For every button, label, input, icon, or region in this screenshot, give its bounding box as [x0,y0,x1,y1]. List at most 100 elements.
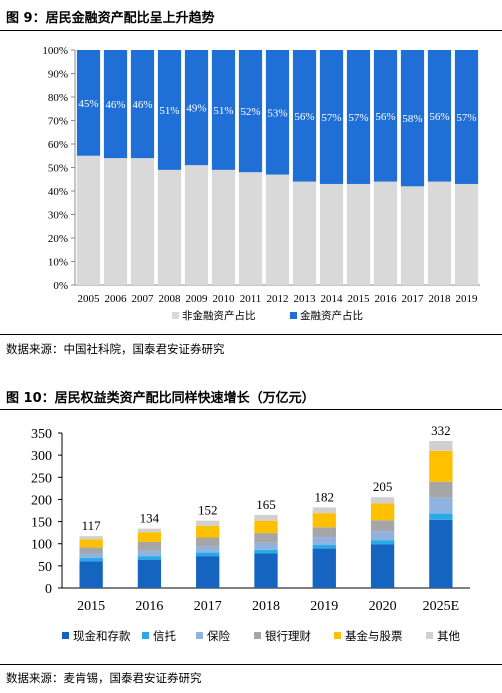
cash-deposits-segment [312,548,336,588]
non-financial-share-bar [427,181,452,285]
y-tick-label: 20% [48,233,68,245]
y-tick-label: 100% [42,45,68,57]
trust-segment [137,556,162,560]
legend-label-non-financial: 非金融资产占比 [182,309,256,322]
financial-share-data-label: 46% [105,99,125,111]
y-tick-label: 250 [31,471,52,486]
non-financial-share-bar [292,181,317,285]
financial-share-bar [319,50,344,184]
funds-stocks-segment [429,450,453,482]
x-tick-label: 2017 [402,293,425,305]
non-financial-share-bar [130,158,155,285]
x-tick-label: 2019 [310,599,338,614]
y-tick-label: 50% [48,163,68,175]
financial-share-data-label: 45% [78,98,98,110]
funds-stocks-segment [254,520,278,534]
other-segment [429,440,453,451]
x-tick-label: 2016 [135,599,163,614]
x-tick-label: 2019 [456,293,479,305]
chart-2: 0 50 100 150 200 250 300 350 117 2015 134 2016 152 20… [31,423,470,643]
y-tick-label: 350 [31,427,52,442]
y-tick-label: 100 [31,538,52,553]
financial-share-bar [103,50,128,159]
cash-deposits-segment [370,544,395,588]
legend-bank-wealth-mgmt-swatch [254,632,261,639]
x-tick-label: 2005 [78,293,101,305]
legend-cash-deposits-label: 现金和存款 [73,629,131,643]
financial-share-data-label: 52% [240,106,260,118]
non-financial-share-bar [103,158,128,285]
x-tick-label: 2013 [294,293,317,305]
financial-share-data-label: 46% [132,99,152,111]
legend-funds-stocks-swatch [334,632,341,639]
x-tick-label: 2020 [369,599,397,614]
non-financial-share-bar [454,183,479,285]
y-tick-label: 90% [48,69,68,81]
trust-segment [79,557,103,562]
financial-share-data-label: 56% [294,111,314,123]
financial-share-bar [454,50,479,184]
insurance-segment [370,531,395,541]
figure-2-source: 数据来源：麦肯锡，国泰君安证券研究 [6,671,202,685]
trust-segment [196,552,220,557]
x-tick-label: 2009 [186,293,209,305]
figure-2-title-rule [0,409,502,410]
insurance-segment [137,550,162,557]
legend-bank-wealth-mgmt-label: 银行理财 [265,629,311,643]
funds-stocks-segment [196,526,220,538]
financial-share-data-label: 51% [213,105,233,117]
non-financial-share-bar [346,183,371,285]
financial-share-bar [184,50,209,166]
x-tick-label: 2015 [348,293,371,305]
x-tick-label: 2016 [375,293,398,305]
trust-segment [254,549,278,554]
x-tick-label: 2006 [105,293,128,305]
figure-2-bottom-rule [0,664,502,665]
figure-1-bottom-rule [0,334,502,335]
trust-segment [312,545,336,549]
total-data-label: 205 [373,479,393,494]
bank-wealth-mgmt-segment [370,520,395,532]
financial-share-data-label: 53% [267,107,287,119]
y-tick-label: 40% [48,186,68,198]
financial-share-data-label: 57% [456,112,476,124]
total-data-label: 134 [140,511,160,526]
chart-1: 0% 10% 20% 30% 40% 50% 60% 70% 80% 90% 100% 45% 2005… [42,45,480,322]
x-tick-label: 2014 [321,293,344,305]
y-tick-label: 60% [48,139,68,151]
bank-wealth-mgmt-segment [312,527,336,538]
financial-share-data-label: 57% [348,112,368,124]
y-tick-label: 0% [53,280,68,292]
other-segment [312,507,336,514]
financial-share-data-label: 58% [402,113,422,125]
financial-share-bar [130,50,155,159]
legend-other-label: 其他 [437,629,460,643]
total-data-label: 117 [82,518,102,533]
y-tick-label: 200 [31,493,52,508]
x-tick-label: 2018 [252,599,280,614]
y-tick-label: 300 [31,449,52,464]
funds-stocks-segment [137,532,162,542]
financial-share-bar [211,50,236,170]
legend-swatch-non-financial [172,312,179,319]
x-tick-label: 2025E [423,599,460,614]
trust-segment [429,513,453,520]
financial-share-bar [346,50,371,184]
x-tick-label: 2011 [240,293,262,305]
bank-wealth-mgmt-segment [196,537,220,547]
insurance-segment [312,537,336,546]
legend-funds-stocks-label: 基金与股票 [345,629,403,643]
legend-swatch-financial [290,312,297,319]
legend-insurance-swatch [196,632,203,639]
funds-stocks-segment [370,503,395,521]
non-financial-share-bar [265,174,290,285]
x-tick-label: 2012 [267,293,289,305]
figure-2-title: 图 10：居民权益类资产配比同样快速增长（万亿元） [6,391,315,406]
non-financial-share-bar [184,165,209,285]
funds-stocks-segment [79,539,103,548]
insurance-segment [254,542,278,550]
trust-segment [370,540,395,545]
x-tick-label: 2018 [429,293,452,305]
other-segment [196,520,220,526]
bank-wealth-mgmt-segment [429,481,453,498]
